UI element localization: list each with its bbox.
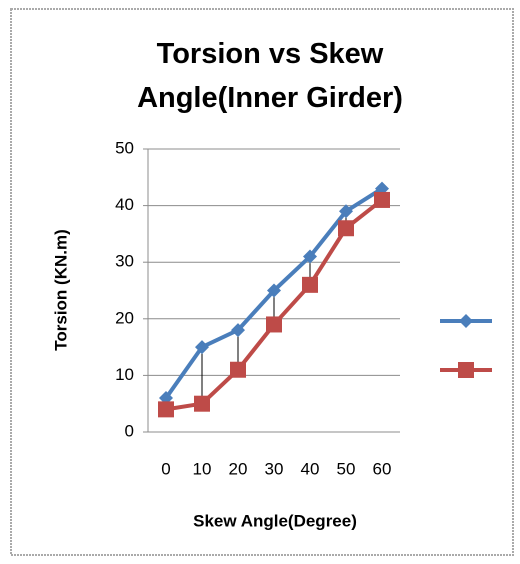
y-tick-label: 30 xyxy=(115,252,134,271)
x-tick-label: 30 xyxy=(265,459,284,478)
data-point xyxy=(195,340,209,355)
x-tick-label: 0 xyxy=(161,459,170,478)
data-point xyxy=(302,276,318,293)
y-tick-label: 50 xyxy=(115,138,134,157)
legend-marker xyxy=(458,362,474,378)
chart-border xyxy=(10,8,514,556)
chart-title: Torsion vs Skew Angle(Inner Girder) xyxy=(137,38,403,114)
data-point xyxy=(267,283,281,298)
y-tick-label: 0 xyxy=(125,421,134,440)
data-point xyxy=(338,220,354,237)
data-point xyxy=(231,323,245,338)
y-axis-label: Torsion (KN.m) xyxy=(51,229,70,351)
data-point xyxy=(266,316,282,333)
data-point xyxy=(230,361,246,378)
x-tick-label: 40 xyxy=(301,459,320,478)
data-point xyxy=(374,191,390,208)
data-point xyxy=(339,204,353,219)
x-tick-label: 60 xyxy=(373,459,392,478)
data-point xyxy=(303,249,317,264)
x-tick-label: 10 xyxy=(193,459,212,478)
y-tick-label: 10 xyxy=(115,365,134,384)
data-point xyxy=(158,401,174,418)
legend-marker xyxy=(459,314,473,328)
x-tick-label: 20 xyxy=(229,459,248,478)
y-tick-label: 40 xyxy=(115,195,134,214)
data-point xyxy=(194,395,210,412)
y-tick-label: 20 xyxy=(115,308,134,327)
x-axis-label: Skew Angle(Degree) xyxy=(193,511,357,530)
x-tick-label: 50 xyxy=(337,459,356,478)
